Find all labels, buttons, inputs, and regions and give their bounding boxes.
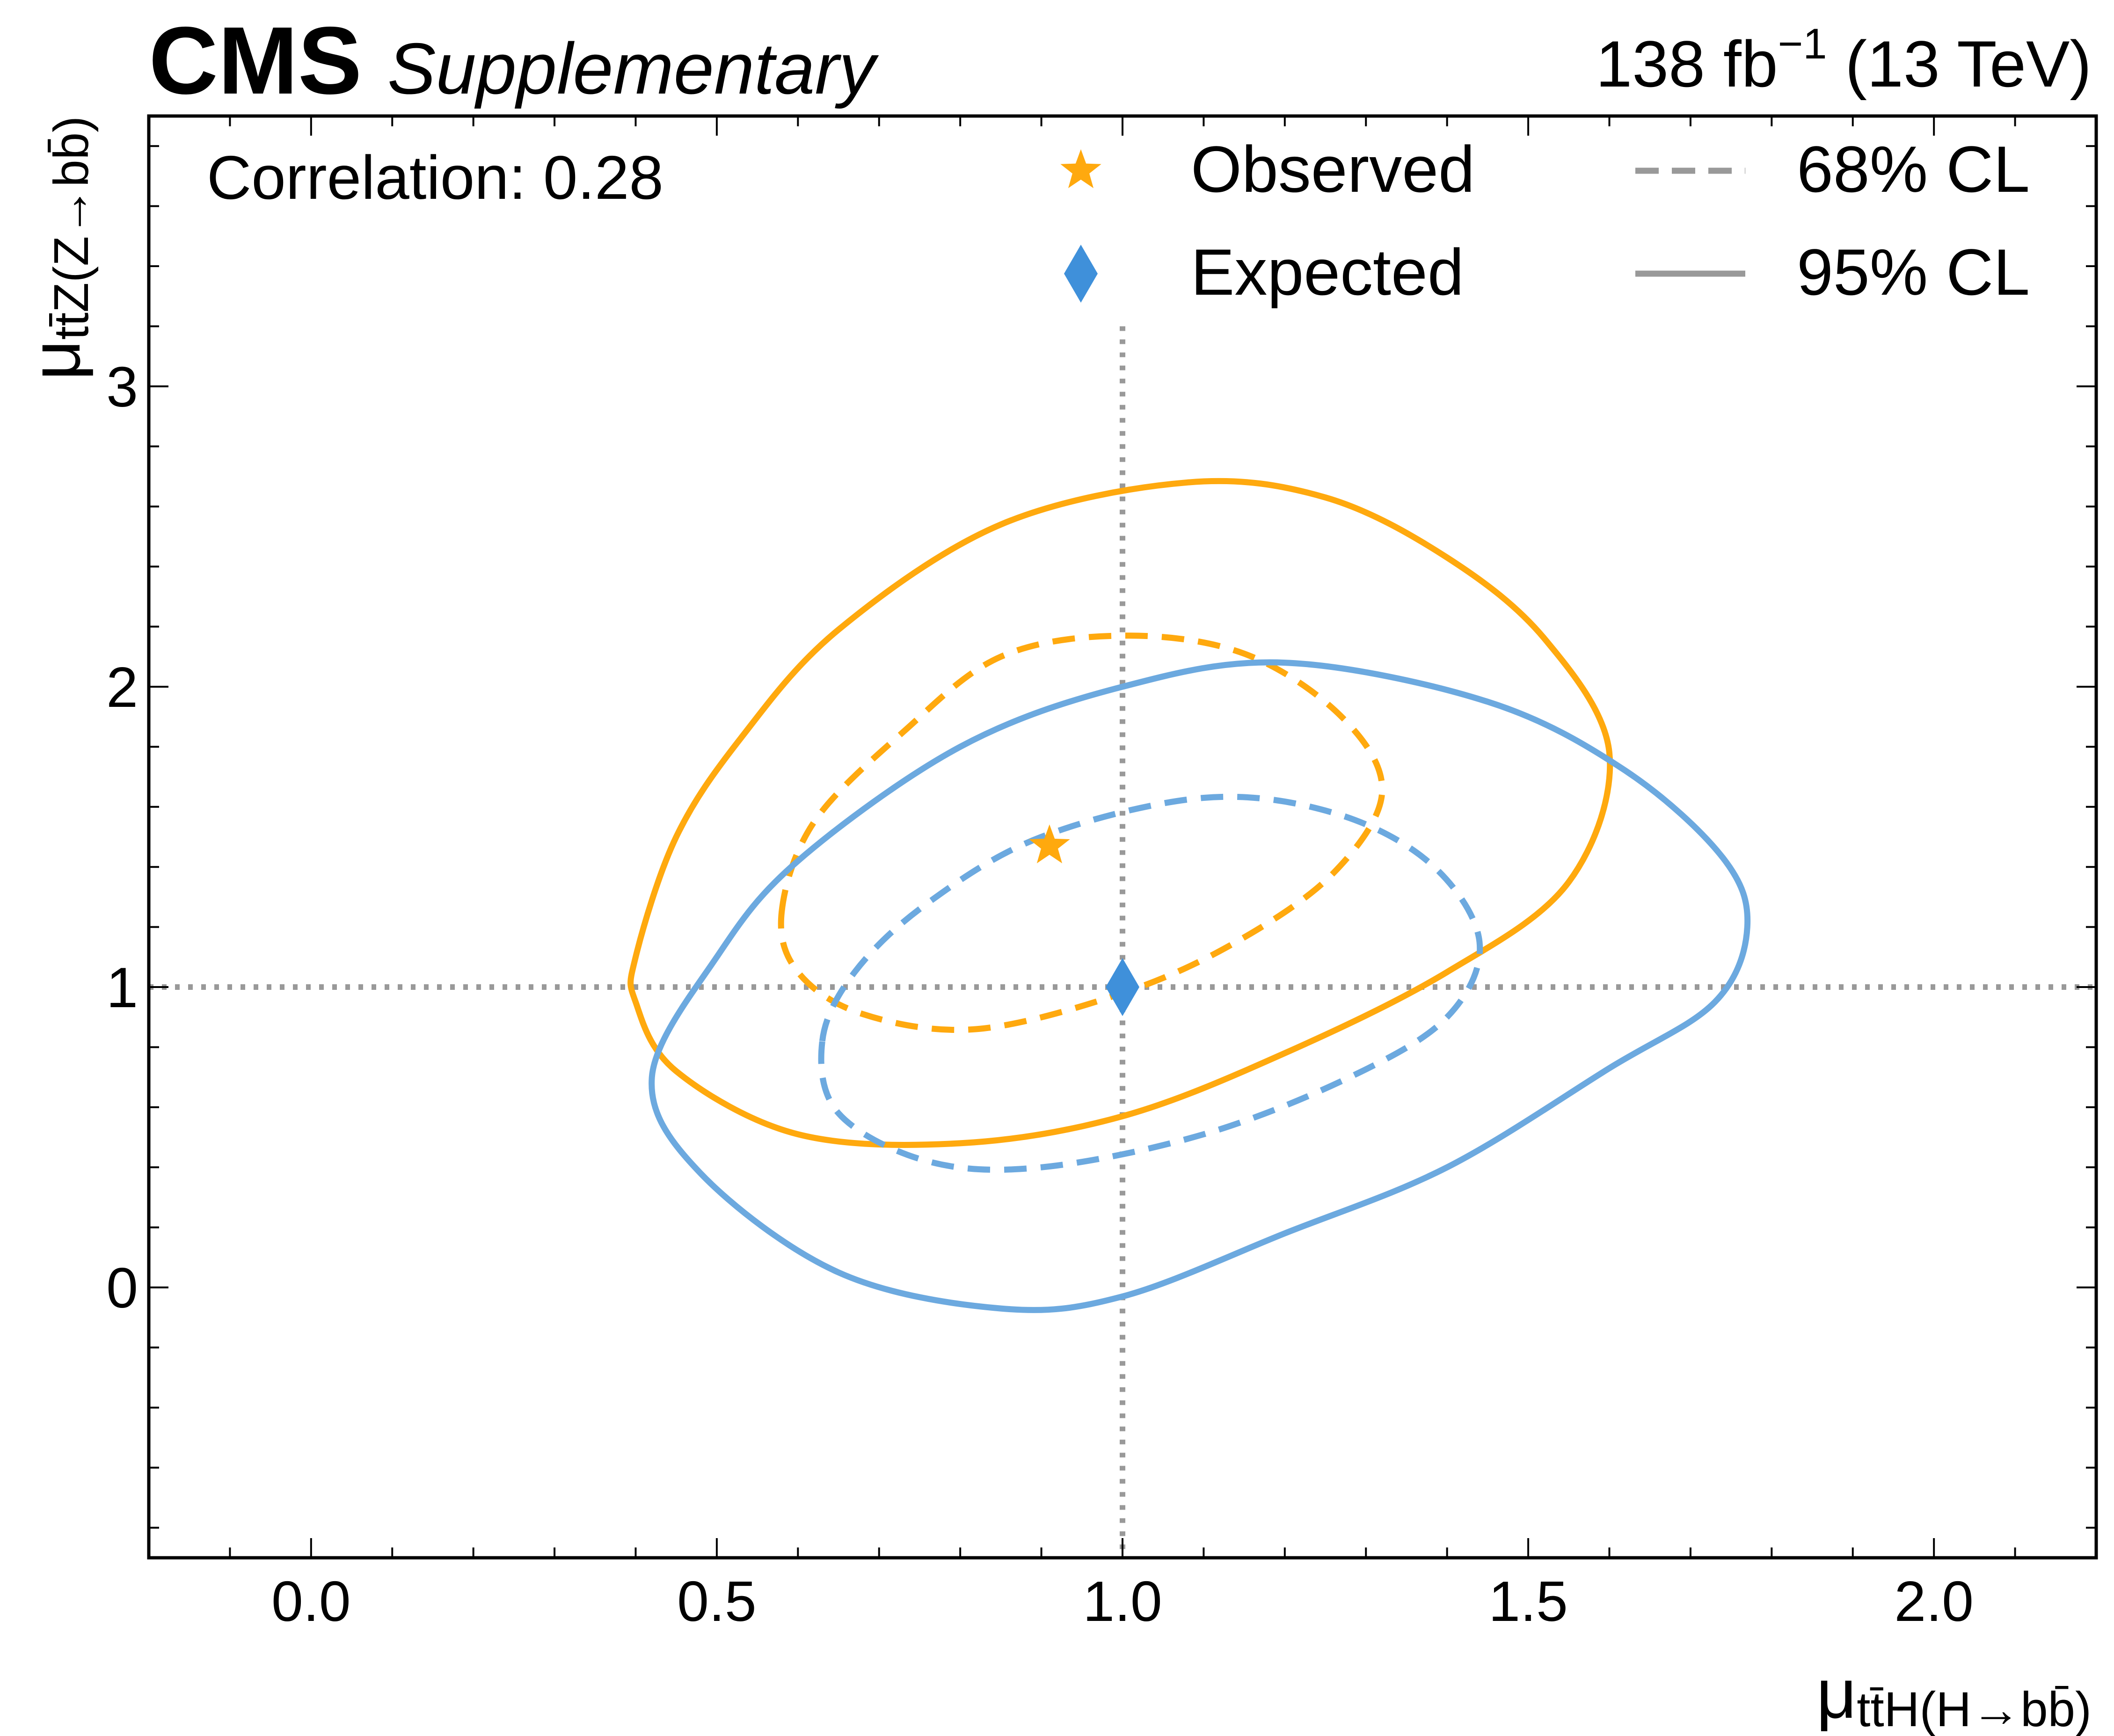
lumi-label: 138 fb−1 (13 TeV) xyxy=(1596,20,2092,101)
x-tick-label: 0.5 xyxy=(677,1569,757,1633)
legend-star-icon xyxy=(1060,149,1101,189)
legend: Observed Expected 68% CL 95% CL xyxy=(1060,132,2030,309)
y-tick-label: 0 xyxy=(106,1256,138,1320)
contour-expected-95 xyxy=(649,659,1751,1313)
supplementary-label: Supplementary xyxy=(387,28,879,109)
y-tick-label: 2 xyxy=(106,655,138,719)
x-axis-label: μtt̄H(H→bb̄) xyxy=(1816,1654,2092,1736)
x-tick-label: 2.0 xyxy=(1894,1569,1974,1633)
lumi-value: 138 fb xyxy=(1596,27,1778,101)
correlation-annotation: Correlation: 0.28 xyxy=(207,143,663,212)
x-axis-label-sub: tt̄H(H→bb̄) xyxy=(1857,1682,2092,1736)
observed-best-fit-star xyxy=(1029,824,1070,864)
lumi-exponent: −1 xyxy=(1778,20,1827,68)
legend-label: 68% CL xyxy=(1797,132,2030,206)
expected-best-fit-diamond xyxy=(1106,958,1139,1017)
y-axis-label-mu: μ xyxy=(16,340,95,380)
y-axis-label: μtt̄Z(Z→bb̄) xyxy=(16,116,99,380)
energy-label: (13 TeV) xyxy=(1827,27,2092,101)
y-axis-label-sub: tt̄Z(Z→bb̄) xyxy=(44,116,99,340)
legend-label: Expected xyxy=(1191,235,1464,309)
contour-expected-68 xyxy=(818,793,1483,1173)
x-tick-label: 1.0 xyxy=(1083,1569,1162,1633)
x-axis-label-mu: μ xyxy=(1816,1654,1857,1733)
x-tick-label: 1.5 xyxy=(1488,1569,1568,1633)
y-tick-label: 3 xyxy=(106,355,138,419)
contour-observed-68 xyxy=(778,632,1385,1033)
experiment-label: CMS xyxy=(149,7,362,114)
legend-diamond-icon xyxy=(1064,245,1098,303)
y-tick-label: 1 xyxy=(106,956,138,1019)
legend-label: Observed xyxy=(1191,132,1475,206)
x-tick-label: 0.0 xyxy=(271,1569,351,1633)
legend-label: 95% CL xyxy=(1797,235,2030,309)
